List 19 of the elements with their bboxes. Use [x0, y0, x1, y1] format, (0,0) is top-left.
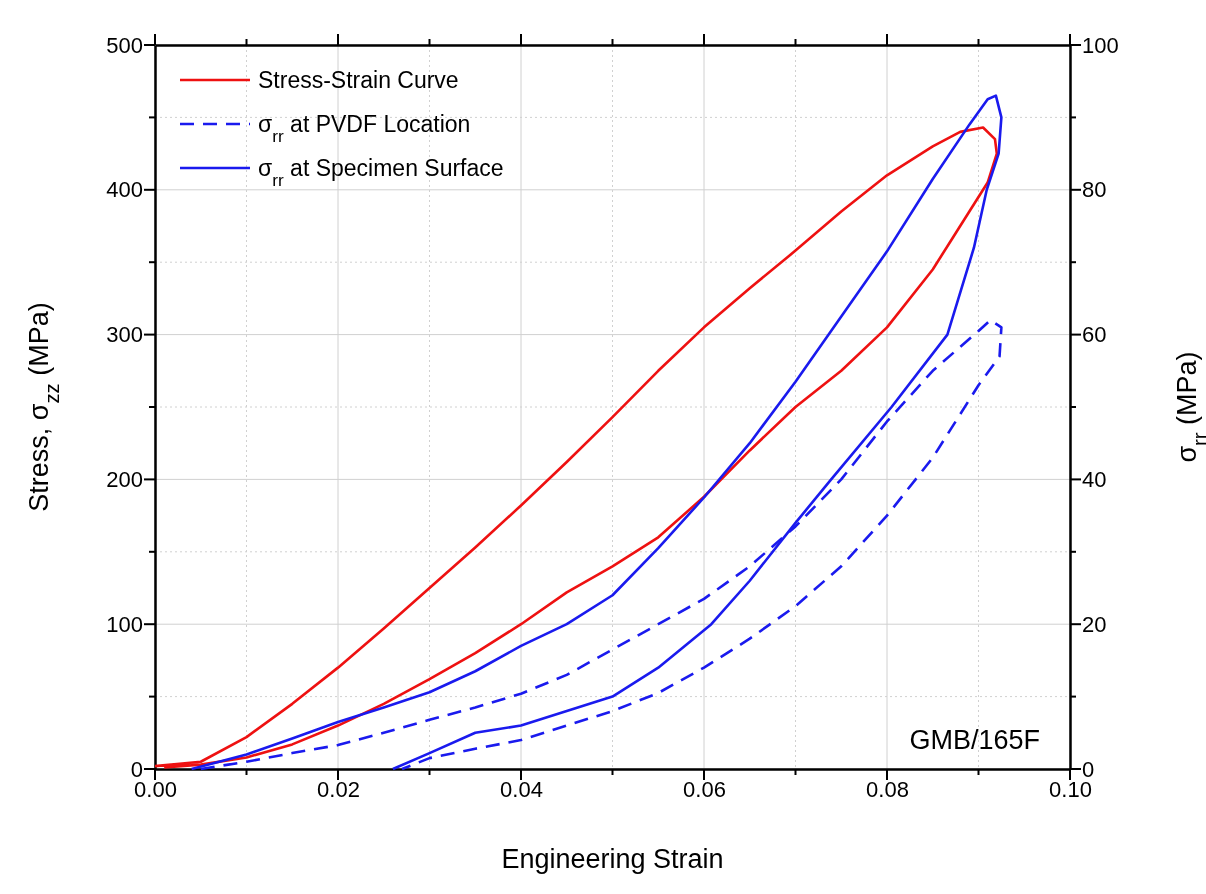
y2-tick-label: 40 [1082, 466, 1107, 492]
legend-label: σ$_{rr}$ at Specimen Surface [258, 155, 504, 190]
y2-tick-label: 60 [1082, 322, 1107, 348]
y-tick-label: 300 [106, 322, 143, 348]
legend-label: σ$_{rr}$ at PVDF Location [258, 111, 471, 146]
y-tick-label: 100 [106, 611, 143, 637]
y2-tick-label: 80 [1082, 177, 1107, 203]
x-tick-label: 0.02 [317, 776, 360, 802]
x-tick-label: 0.04 [500, 776, 543, 802]
x-tick-label: 0.06 [683, 776, 726, 802]
y-tick-label: 200 [106, 466, 143, 492]
x-tick-label: 0.08 [866, 776, 909, 802]
y-tick-label: 500 [106, 32, 143, 58]
y-tick-label: 400 [106, 177, 143, 203]
y2-tick-label: 100 [1082, 32, 1119, 58]
y2-tick-label: 20 [1082, 611, 1107, 637]
legend-label: Stress-Strain Curve [258, 67, 459, 93]
x-axis-title: Engineering Strain [501, 844, 724, 874]
annotation: GMB/165F [909, 725, 1040, 755]
